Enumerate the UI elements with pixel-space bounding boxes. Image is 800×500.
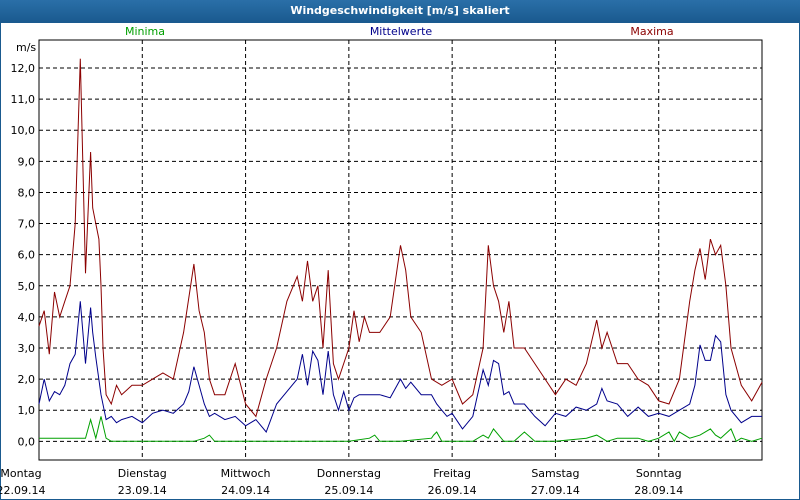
y-tick-label: 10,0 [11,124,36,137]
legend-mittelwerte: Mittelwerte [370,25,433,38]
y-tick-label: 0,0 [18,435,36,448]
x-axis: Montag 22.09.14 Dienstag 23.09.14 Mittwoch 24… [0,467,683,497]
y-tick-label: 12,0 [11,62,36,75]
y-tick-label: 5,0 [18,280,36,293]
x-tick-date: 27.09.14 [531,484,580,497]
x-tick-date: 26.09.14 [428,484,477,497]
x-tick-day: Freitag [433,467,471,480]
series-line-maxima [38,58,763,418]
x-tick-date: 23.09.14 [118,484,167,497]
y-tick-label: 3,0 [18,342,36,355]
series-line-mittelwerte [38,301,762,433]
x-tick-day: Donnerstag [317,467,381,480]
series-group [38,58,763,443]
x-tick-day: Montag [0,467,41,480]
y-tick-label: 1,0 [18,404,36,417]
y-tick-label: 2,0 [18,373,36,386]
legend-maxima: Maxima [630,25,673,38]
x-tick-date: 22.09.14 [0,484,45,497]
series-line-minima [39,416,763,443]
y-axis: 0,0 1,0 2,0 3,0 4,0 5,0 6,0 7,0 8,0 9,0 10,0 11,0 12… [11,62,36,448]
x-tick-day: Sonntag [636,467,682,480]
plot-area [38,39,763,461]
y-tick-label: 8,0 [18,186,36,199]
x-tick-date: 24.09.14 [221,484,270,497]
y-tick-label: 6,0 [18,249,36,262]
y-tick-label: 7,0 [18,218,36,231]
x-tick-day: Samstag [531,467,579,480]
x-tick-date: 28.09.14 [634,484,683,497]
y-tick-label: 4,0 [18,311,36,324]
y-axis-label: m/s [16,41,36,54]
x-tick-date: 25.09.14 [324,484,373,497]
y-tick-label: 9,0 [18,155,36,168]
legend: Minima Mittelwerte Maxima [125,25,674,38]
window-title: Windgeschwindigkeit [m/s] skaliert [0,0,800,22]
x-tick-day: Mittwoch [221,467,271,480]
x-tick-day: Dienstag [118,467,167,480]
legend-minima: Minima [125,25,165,38]
y-tick-label: 11,0 [11,93,36,106]
wind-speed-chart: 0,0 1,0 2,0 3,0 4,0 5,0 6,0 7,0 8,0 9,0 10,0 11,0 12… [0,25,763,497]
